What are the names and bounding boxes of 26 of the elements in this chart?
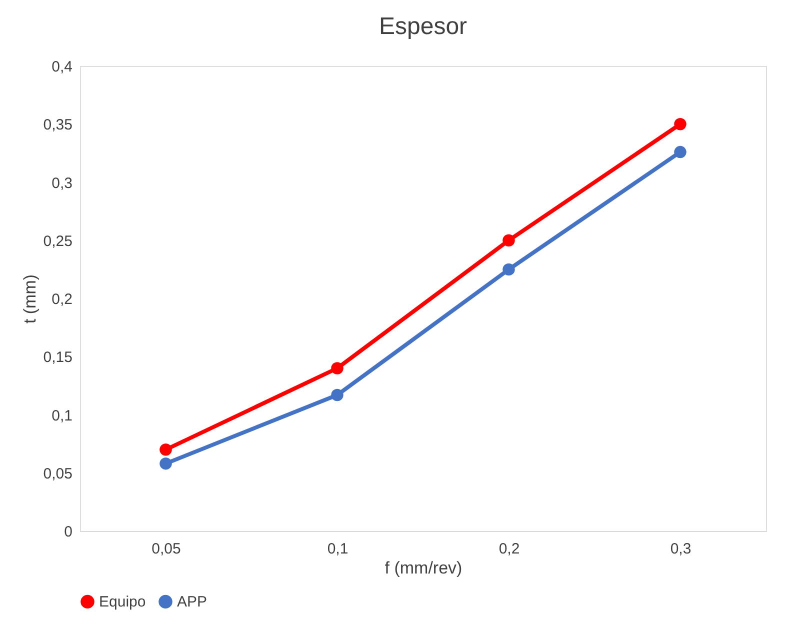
y-tick-label: 0,05 [43,465,72,482]
x-tick-label: 0,3 [670,540,692,558]
point [502,263,515,276]
y-tick-label: 0,4 [52,58,72,76]
x-tick-label: 0,1 [327,540,348,558]
point [331,388,344,402]
point [502,234,515,246]
y-tick-label: 0,3 [52,174,72,192]
point [160,457,172,470]
point [160,444,172,456]
y-tick-label: 0 [64,524,72,540]
x-tick-label: 0,05 [152,540,181,558]
point [674,118,686,130]
y-tick-label: 0,15 [43,349,72,366]
point [331,362,344,374]
x-tick-label: 0,2 [498,540,520,558]
y-tick-label: 0,1 [52,407,72,424]
legend-label: APP [177,594,208,611]
y-tick-label: 0,35 [43,116,72,134]
y-tick-label: 0,2 [52,291,72,308]
legend-label: Equipo [99,594,146,611]
y-axis-title: t (mm) [20,274,40,324]
point [674,146,686,158]
chart-title: Espesor [378,13,468,40]
y-tick-label: 0,25 [43,232,72,250]
x-axis-title: f (mm/rev) [384,558,462,578]
